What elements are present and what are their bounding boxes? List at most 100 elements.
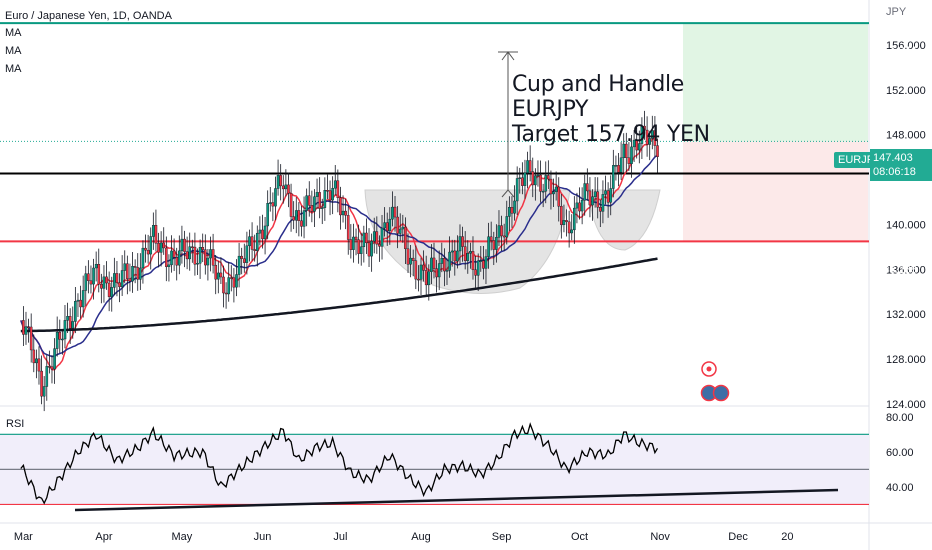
rsi-levels <box>0 433 869 506</box>
indicator-ma-3[interactable]: MA <box>5 63 22 75</box>
candle-body <box>326 190 329 192</box>
candle-body <box>318 192 321 209</box>
candle-body <box>427 271 431 286</box>
candle-body <box>89 280 93 285</box>
candle-body <box>627 157 631 164</box>
candle-body <box>245 245 249 263</box>
candle-body <box>126 263 129 279</box>
price-tick-label: 156.000 <box>886 40 926 52</box>
candle-body <box>66 316 69 321</box>
candle-body <box>237 255 241 275</box>
candle-body <box>508 207 511 217</box>
candle-body <box>128 278 132 282</box>
candle-body <box>58 331 62 340</box>
candle-body <box>193 246 197 265</box>
candle-body <box>549 178 553 195</box>
candle-body <box>157 242 160 253</box>
chart-title[interactable]: Euro / Japanese Yen, 1D, OANDA <box>5 10 172 22</box>
candle-body <box>191 246 194 248</box>
candle-body <box>188 246 192 260</box>
price-tag-support-1: 138.492 <box>877 248 917 260</box>
candle-body <box>255 232 259 252</box>
candle-body <box>284 184 288 190</box>
candle-body <box>100 284 103 289</box>
rsi-trendline <box>74 488 839 512</box>
candle-body <box>154 225 158 244</box>
candle-body <box>97 264 101 285</box>
indicator-ma-1[interactable]: MA <box>5 27 22 39</box>
candle-body <box>346 215 350 240</box>
candle-body <box>45 366 49 387</box>
candle-body <box>331 187 334 201</box>
candle-body <box>302 210 306 227</box>
candle-body <box>656 145 659 158</box>
rsi-label: RSI <box>6 418 25 430</box>
candle-body <box>466 253 470 261</box>
candle-body <box>61 338 64 341</box>
candle-body <box>378 243 381 247</box>
bar-countdown: 08:06:18 <box>873 166 916 178</box>
candle-body <box>650 130 654 139</box>
candle-body <box>92 267 95 285</box>
candle-body <box>292 216 295 221</box>
price-tick-label: 124.000 <box>886 399 926 411</box>
candle-body <box>162 242 166 249</box>
candle-body <box>222 276 225 294</box>
candle-body <box>68 316 72 329</box>
time-axis: Mar Apr May Jun Jul Aug Sep Oct Nov Dec 20 <box>14 531 794 543</box>
candle-body <box>71 321 75 329</box>
candle-body <box>32 349 36 364</box>
candle-body <box>471 251 475 270</box>
candle-body <box>248 236 251 247</box>
candle-body <box>541 190 545 193</box>
candle-body <box>235 274 238 288</box>
rsi-axis: 80.00 60.00 40.00 <box>886 412 914 494</box>
candle-body <box>383 222 386 229</box>
candle-body <box>391 206 394 220</box>
candle-body <box>167 264 171 267</box>
candle-body <box>536 174 540 177</box>
candle-body <box>370 240 373 257</box>
candle-body <box>359 246 363 254</box>
candle-body <box>492 240 496 250</box>
candle-body <box>115 273 119 283</box>
candle-body <box>333 180 337 189</box>
candle-body <box>453 250 457 262</box>
candle-body <box>261 229 264 240</box>
candle-body <box>170 250 173 266</box>
candle-body <box>406 248 410 265</box>
candle-body <box>263 225 267 240</box>
candle-body <box>619 157 623 173</box>
price-unit: JPY <box>886 6 907 18</box>
candle-body <box>141 247 145 269</box>
candle-body <box>404 226 407 250</box>
candle-body <box>35 358 38 364</box>
candle-body <box>495 237 498 250</box>
candle-body <box>113 273 116 288</box>
candle-body <box>609 188 613 203</box>
candle-body <box>544 175 548 192</box>
candle-body <box>560 206 563 225</box>
candle-body <box>149 236 153 255</box>
candle-body <box>482 260 485 269</box>
candle-body <box>289 193 293 217</box>
price-tag-target-2: 157.944 <box>877 45 917 57</box>
price-axis: 156.000 152.000 148.000 140.000 136.000 132.0… <box>886 40 926 411</box>
candle-body <box>178 250 181 266</box>
candle-body <box>102 276 106 289</box>
candle-body <box>393 206 397 218</box>
indicator-ma-2[interactable]: MA <box>5 45 22 57</box>
candle-body <box>276 175 280 189</box>
candle-body <box>617 165 620 173</box>
candle-body <box>294 210 298 221</box>
annotation-line-1: Cup and Handle <box>512 72 685 97</box>
candle-body <box>94 264 98 269</box>
flag-marker-icon[interactable] <box>712 384 730 402</box>
candle-body <box>172 250 176 258</box>
candle-body <box>599 207 602 212</box>
candle-body <box>240 255 243 259</box>
candle-body <box>432 257 436 269</box>
candle-body <box>474 269 477 276</box>
candle-body <box>443 258 446 272</box>
